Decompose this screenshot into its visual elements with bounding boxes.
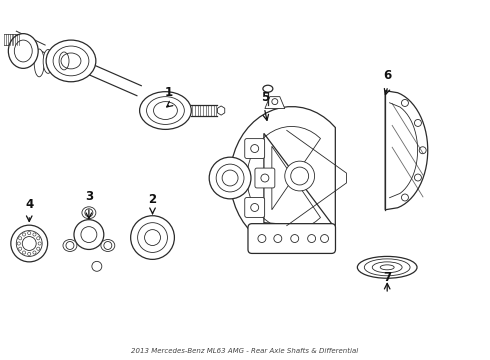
Circle shape bbox=[11, 225, 48, 262]
FancyBboxPatch shape bbox=[248, 224, 336, 253]
Polygon shape bbox=[218, 106, 225, 115]
Ellipse shape bbox=[58, 50, 68, 67]
Ellipse shape bbox=[131, 216, 174, 260]
Circle shape bbox=[33, 251, 36, 254]
Ellipse shape bbox=[263, 85, 273, 92]
Ellipse shape bbox=[82, 207, 96, 219]
Ellipse shape bbox=[43, 50, 53, 73]
Ellipse shape bbox=[365, 259, 410, 276]
Ellipse shape bbox=[216, 164, 244, 192]
Ellipse shape bbox=[8, 33, 38, 68]
Text: 2: 2 bbox=[148, 193, 157, 206]
Ellipse shape bbox=[209, 157, 251, 199]
Text: 4: 4 bbox=[25, 198, 33, 211]
Ellipse shape bbox=[372, 262, 402, 273]
Circle shape bbox=[27, 231, 31, 235]
Ellipse shape bbox=[34, 49, 44, 77]
Polygon shape bbox=[265, 96, 285, 109]
FancyBboxPatch shape bbox=[245, 198, 265, 217]
Circle shape bbox=[27, 252, 31, 256]
Text: 3: 3 bbox=[85, 190, 93, 203]
Ellipse shape bbox=[59, 52, 69, 70]
FancyBboxPatch shape bbox=[245, 139, 265, 158]
Circle shape bbox=[23, 251, 25, 254]
Ellipse shape bbox=[285, 161, 315, 191]
Circle shape bbox=[37, 237, 40, 240]
Circle shape bbox=[23, 233, 25, 236]
Circle shape bbox=[17, 242, 21, 245]
FancyBboxPatch shape bbox=[255, 168, 275, 188]
Ellipse shape bbox=[380, 265, 394, 270]
Ellipse shape bbox=[140, 92, 191, 129]
Circle shape bbox=[19, 247, 22, 250]
Ellipse shape bbox=[46, 40, 96, 82]
Text: 2013 Mercedes-Benz ML63 AMG - Rear Axle Shafts & Differential: 2013 Mercedes-Benz ML63 AMG - Rear Axle … bbox=[131, 348, 359, 354]
Polygon shape bbox=[385, 91, 428, 210]
Circle shape bbox=[37, 247, 40, 250]
Ellipse shape bbox=[92, 261, 102, 271]
Circle shape bbox=[38, 242, 41, 245]
Circle shape bbox=[19, 237, 22, 240]
Ellipse shape bbox=[63, 239, 77, 251]
Ellipse shape bbox=[74, 220, 104, 249]
Ellipse shape bbox=[357, 256, 417, 278]
Ellipse shape bbox=[51, 50, 61, 70]
Text: 5: 5 bbox=[261, 91, 269, 104]
Ellipse shape bbox=[138, 223, 168, 252]
Text: 6: 6 bbox=[383, 69, 392, 82]
Text: 7: 7 bbox=[383, 271, 391, 284]
Polygon shape bbox=[230, 107, 335, 249]
Text: 1: 1 bbox=[164, 86, 172, 99]
Circle shape bbox=[33, 233, 36, 236]
Ellipse shape bbox=[101, 239, 115, 251]
